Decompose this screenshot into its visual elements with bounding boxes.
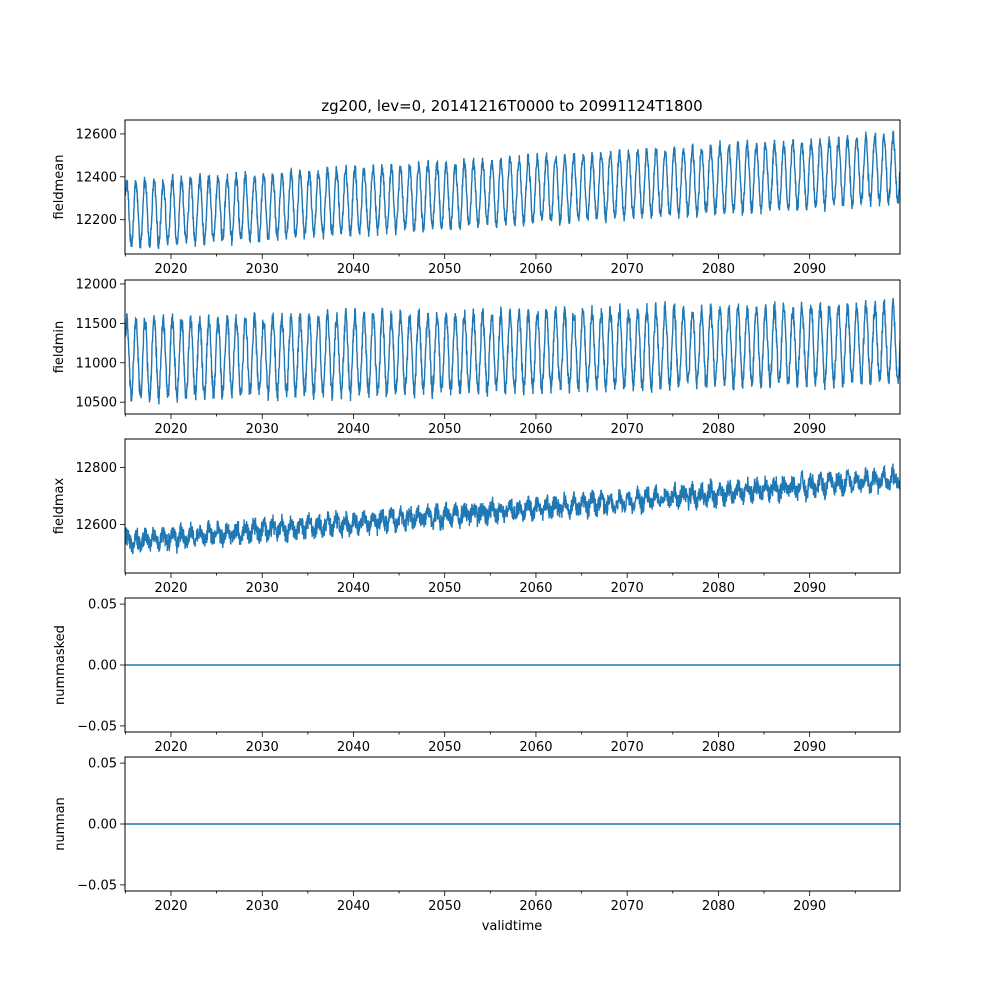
subplot-fieldmax: 2020 2030 2040 2050 2060 2070 2080 2090 12600 128… [52,438,901,596]
x-tick-label: 2050 [428,262,461,277]
x-tick-label: 2050 [428,581,461,596]
x-tick-label: 2050 [428,422,461,437]
x-tick-label: 2040 [337,899,370,914]
y-tick-label: 12600 [76,127,117,142]
x-tick-label: 2070 [611,899,644,914]
axes-frame [124,279,901,415]
y-tick-label: −0.05 [77,878,117,893]
y-tick-label: 11500 [76,317,117,332]
x-tick-label: 2020 [154,262,187,277]
x-tick-label: 2060 [519,581,552,596]
series-line-fieldmin [125,297,900,405]
x-tick-label: 2030 [246,262,279,277]
axes-frame [124,438,901,574]
x-tick-label: 2060 [519,262,552,277]
x-tick-label: 2040 [337,581,370,596]
y-tick-label: 0.00 [88,659,117,674]
x-tick-label: 2020 [154,422,187,437]
x-tick-label: 2090 [793,422,826,437]
subplot-numnan: 2020 2030 2040 2050 2060 2070 2080 2090 −0.05 0.0… [53,756,901,914]
y-tick-label: 12000 [76,277,117,292]
x-tick-label: 2020 [154,581,187,596]
series-line-fieldmean [125,130,900,250]
x-tick-label: 2030 [246,422,279,437]
x-tick-label: 2080 [702,740,735,755]
x-tick-label: 2060 [519,740,552,755]
y-axis-title-nummasked: nummasked [53,625,68,705]
y-tick-label: 12400 [76,170,117,185]
y-axis-title-fieldmin: fieldmin [52,321,67,374]
x-tick-label: 2070 [611,262,644,277]
y-tick-label: 12200 [76,213,117,228]
y-axis-title-numnan: numnan [53,797,68,851]
x-tick-label: 2080 [702,262,735,277]
x-tick-label: 2060 [519,422,552,437]
x-tick-label: 2080 [702,899,735,914]
y-tick-label: 0.00 [88,818,117,833]
x-axis-title: validtime [482,919,543,934]
y-tick-label: 0.05 [88,598,117,613]
x-tick-label: 2030 [246,899,279,914]
y-tick-label: 10500 [76,396,117,411]
x-tick-label: 2060 [519,899,552,914]
x-tick-label: 2050 [428,899,461,914]
y-tick-label: 0.05 [88,757,117,772]
subplot-nummasked: 2020 2030 2040 2050 2060 2070 2080 2090 −0.05 0.0… [53,597,901,755]
subplots: 2020 2030 2040 2050 2060 2070 2080 2090 12200 124… [52,119,901,914]
x-tick-label: 2090 [793,581,826,596]
y-tick-label: 11000 [76,356,117,371]
figure-title: zg200, lev=0, 20141216T0000 to 20991124T… [321,97,702,115]
subplot-fieldmin: 2020 2030 2040 2050 2060 2070 2080 2090 10500 110… [52,277,901,437]
x-tick-label: 2030 [246,581,279,596]
subplot-fieldmean: 2020 2030 2040 2050 2060 2070 2080 2090 12200 124… [52,119,901,277]
x-tick-label: 2080 [702,422,735,437]
x-tick-label: 2020 [154,740,187,755]
x-tick-label: 2070 [611,581,644,596]
x-tick-label: 2020 [154,899,187,914]
axes-frame [124,119,901,255]
x-tick-label: 2090 [793,740,826,755]
x-tick-label: 2040 [337,262,370,277]
x-tick-label: 2080 [702,581,735,596]
y-axis-title-fieldmean: fieldmean [52,155,67,220]
y-axis-title-fieldmax: fieldmax [52,478,67,535]
y-tick-label: −0.05 [77,719,117,734]
x-tick-label: 2070 [611,740,644,755]
series-line-fieldmax [125,463,900,555]
x-tick-label: 2090 [793,262,826,277]
x-tick-label: 2050 [428,740,461,755]
y-tick-label: 12800 [76,461,117,476]
x-tick-label: 2040 [337,422,370,437]
x-tick-label: 2070 [611,422,644,437]
y-tick-label: 12600 [76,518,117,533]
x-tick-label: 2030 [246,740,279,755]
x-tick-label: 2040 [337,740,370,755]
x-tick-label: 2090 [793,899,826,914]
